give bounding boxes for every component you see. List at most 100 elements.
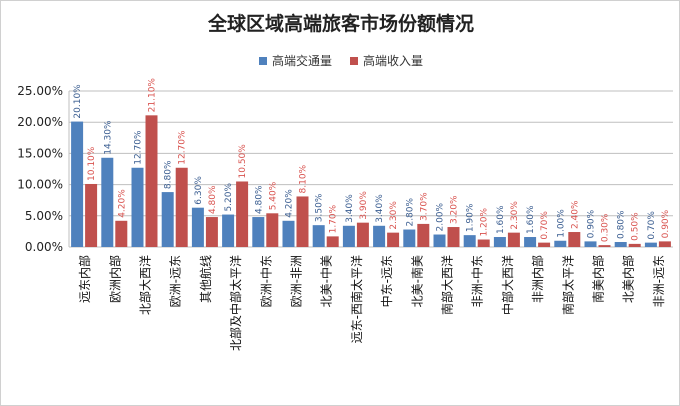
bar-traffic <box>584 241 597 247</box>
data-label: 0.70% <box>540 211 550 240</box>
data-label: 6.30% <box>194 176 204 205</box>
bar-revenue <box>598 245 611 247</box>
bar-revenue <box>507 232 520 247</box>
data-label: 4.20% <box>285 189 295 218</box>
data-label: 2.80% <box>405 197 415 226</box>
data-label: 2.00% <box>436 202 446 231</box>
data-label: 0.50% <box>631 212 641 241</box>
x-tick-label: 北美-南美 <box>409 255 424 307</box>
bar-revenue <box>387 232 400 247</box>
y-tick-label: 10.00% <box>17 178 63 192</box>
bar-revenue <box>85 183 98 247</box>
bar-traffic <box>403 229 416 247</box>
bar-revenue <box>658 241 671 247</box>
bar-traffic <box>342 225 355 247</box>
x-tick-label: 非洲内部 <box>530 255 545 303</box>
bar-traffic <box>252 217 265 247</box>
y-tick-label: 15.00% <box>17 146 63 160</box>
data-label: 3.40% <box>375 194 385 223</box>
bar-revenue <box>145 115 158 247</box>
data-label: 8.80% <box>164 160 174 189</box>
data-label: 3.70% <box>419 192 429 221</box>
data-label: 0.30% <box>601 213 611 242</box>
data-label: 1.70% <box>329 204 339 233</box>
data-label: 20.10% <box>73 84 83 119</box>
data-label: 0.90% <box>661 209 671 238</box>
x-tick-label: 欧洲内部 <box>107 255 122 303</box>
bar-traffic <box>131 167 144 247</box>
data-label: 1.00% <box>556 209 566 238</box>
legend-item-revenue: 高端收入量 <box>350 52 423 69</box>
data-label: 12.70% <box>134 130 144 165</box>
data-label: 3.50% <box>315 193 325 222</box>
bar-revenue <box>447 227 460 247</box>
bar-traffic <box>524 237 537 247</box>
legend-swatch <box>258 56 267 65</box>
bar-revenue <box>628 243 641 247</box>
chart-title: 全球区域高端旅客市场份额情况 <box>207 13 474 35</box>
data-label: 0.70% <box>647 211 657 240</box>
data-label: 0.90% <box>587 209 597 238</box>
data-label: 5.40% <box>268 181 278 210</box>
x-tick-label: 南部大西洋 <box>440 255 455 315</box>
bar-revenue <box>175 167 188 247</box>
x-tick-label: 北美-中美 <box>319 255 334 307</box>
bar-revenue <box>477 239 490 247</box>
bar-revenue <box>236 181 249 247</box>
bar-traffic <box>71 121 84 247</box>
data-label: 3.20% <box>450 195 460 224</box>
data-label: 3.90% <box>359 191 369 220</box>
bar-revenue <box>538 242 551 247</box>
x-tick-label: 欧洲-远东 <box>169 255 183 307</box>
x-tick-label: 欧洲-中东 <box>258 255 273 307</box>
bar-revenue <box>326 236 339 247</box>
y-tick-label: 20.00% <box>17 115 63 129</box>
bar-revenue <box>356 222 369 247</box>
bar-traffic <box>161 192 174 247</box>
x-tick-label: 南美内部 <box>591 255 606 303</box>
bar-traffic <box>463 235 476 247</box>
data-label: 10.50% <box>238 144 248 179</box>
x-tick-label: 非洲-中东 <box>470 255 485 307</box>
bar-revenue <box>296 196 309 247</box>
x-tick-label: 非洲-远东 <box>652 255 666 307</box>
x-tick-label: 其他航线 <box>198 255 213 303</box>
data-label: 2.30% <box>389 201 399 230</box>
legend-item-traffic: 高端交通量 <box>258 52 332 69</box>
data-label: 2.30% <box>510 201 520 230</box>
data-label: 3.40% <box>345 194 355 223</box>
x-tick-label: 北部及中部太平洋 <box>228 255 243 351</box>
x-tick-label: 中部大西洋 <box>500 255 515 315</box>
data-label: 1.60% <box>496 205 506 234</box>
legend-label: 高端收入量 <box>363 54 424 68</box>
bar-traffic <box>433 234 446 247</box>
data-label: 4.20% <box>117 189 127 218</box>
bar-traffic <box>614 242 627 247</box>
y-tick-label: 0.00% <box>25 240 63 254</box>
data-label: 10.10% <box>87 146 97 181</box>
bar-traffic <box>101 157 114 247</box>
legend-label: 高端交通量 <box>271 54 332 68</box>
data-label: 1.60% <box>526 205 536 234</box>
bar-traffic <box>554 240 567 247</box>
x-tick-label: 中东-远东 <box>379 255 394 307</box>
data-label: 2.40% <box>570 200 580 229</box>
data-label: 1.90% <box>466 203 476 232</box>
bar-revenue <box>266 213 279 247</box>
data-label: 12.70% <box>178 130 188 165</box>
bar-revenue <box>568 232 581 247</box>
bar-traffic <box>282 220 295 247</box>
bar-revenue <box>115 220 128 247</box>
bar-traffic <box>222 214 235 247</box>
data-label: 21.10% <box>148 78 158 113</box>
bar-traffic <box>493 237 506 247</box>
data-label: 14.30% <box>103 120 113 155</box>
data-label: 8.10% <box>299 164 309 193</box>
x-tick-label: 远东内部 <box>77 255 92 303</box>
data-label: 4.80% <box>254 185 264 214</box>
x-tick-label: 北美内部 <box>621 255 636 303</box>
data-label: 0.80% <box>617 210 627 239</box>
x-tick-label: 欧洲-非洲 <box>290 255 304 307</box>
